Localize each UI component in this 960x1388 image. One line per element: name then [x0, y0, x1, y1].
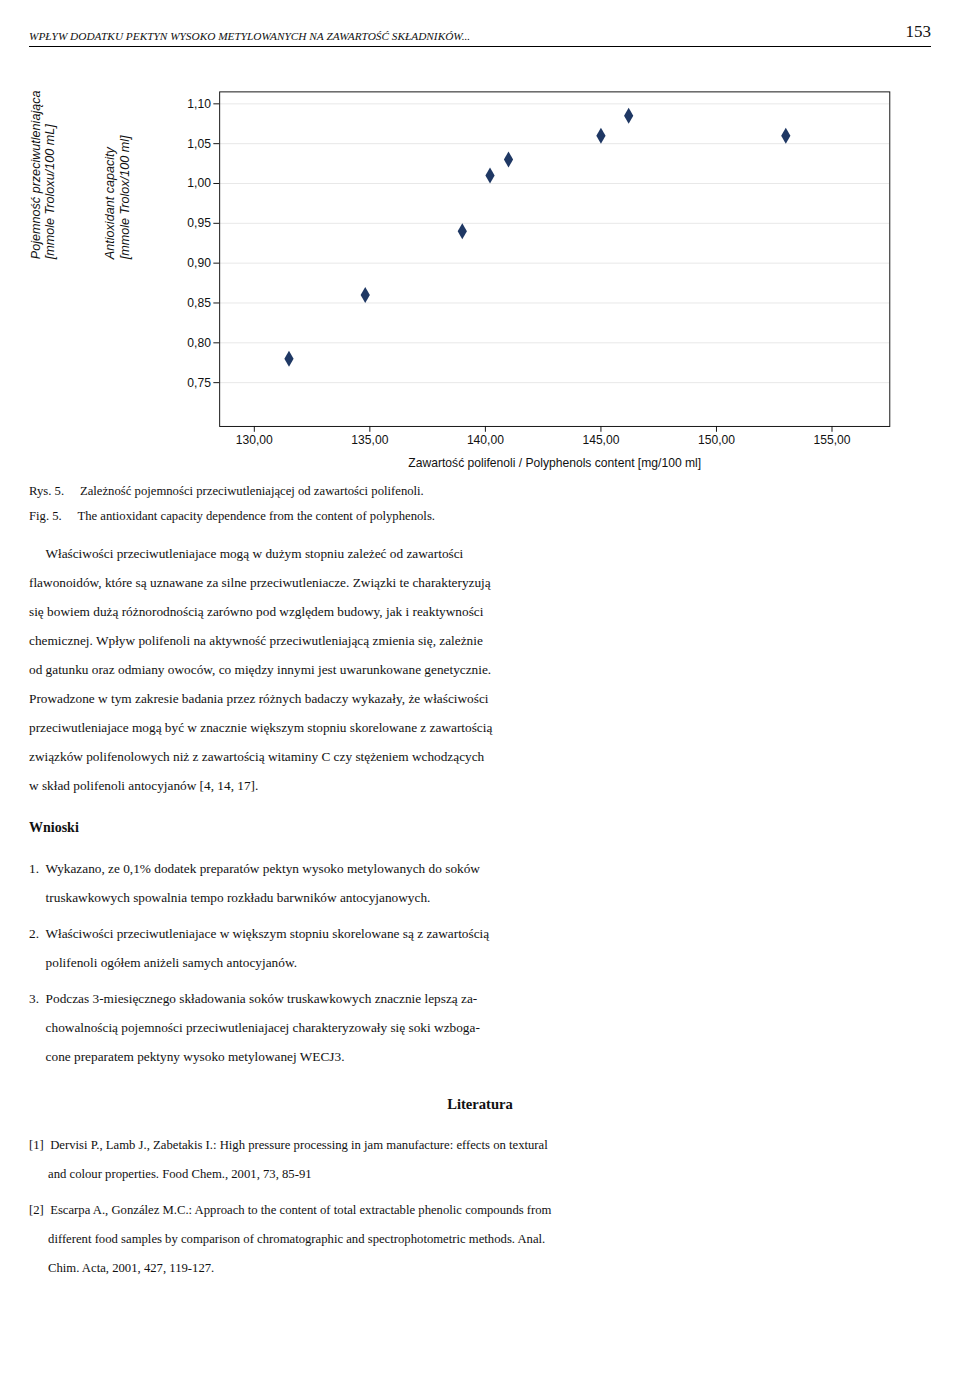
html-text:flawonoidów, które są uznawane: flawonoidów, które są uznawane za silne … — [29, 575, 491, 591]
html-text:Prowadzone w tym zakresie bada: Prowadzone w tym zakresie badania przez … — [29, 691, 489, 707]
svg-text:Zawartość polifenoli / Polyphe: Zawartość polifenoli / Polyphenols conte… — [408, 456, 701, 470]
svg-text:145,00: 145,00 — [582, 433, 619, 447]
html-text:Wnioski: Wnioski — [29, 820, 79, 836]
svg-text:155,00: 155,00 — [813, 433, 850, 447]
svg-text:Pojemność przeciwutleniająca[m: Pojemność przeciwutleniająca[mmole Trolo… — [29, 90, 57, 260]
html-text:Literatura: Literatura — [447, 1096, 513, 1113]
html-text:Rys. 5. Zależność pojemności p: Rys. 5. Zależność pojemności przeciwutle… — [29, 484, 424, 499]
svg-text:1,00: 1,00 — [187, 176, 211, 190]
html-text:od gatunku oraz odmiany owoców: od gatunku oraz odmiany owoców, co międz… — [29, 662, 492, 678]
html-text:się bowiem dużą różnorodnością: się bowiem dużą różnorodnością zarówno p… — [29, 604, 484, 620]
svg-text:130,00: 130,00 — [236, 433, 273, 447]
svg-text:0,85: 0,85 — [187, 296, 211, 310]
html-text:and colour properties. Food Ch: and colour properties. Food Chem., 2001,… — [29, 1167, 312, 1182]
svg-text:0,80: 0,80 — [187, 336, 211, 350]
html-text:chemicznej. Wpływ polifenoli n: chemicznej. Wpływ polifenoli na aktywnoś… — [29, 633, 483, 649]
svg-text:1,10: 1,10 — [187, 97, 211, 111]
svg-text:150,00: 150,00 — [698, 433, 735, 447]
svg-text:0,75: 0,75 — [187, 376, 211, 390]
html-text:[1] Dervisi P., Lamb J., Zabet: [1] Dervisi P., Lamb J., Zabetakis I.: H… — [29, 1138, 548, 1153]
html-text:different food samples by comp: different food samples by comparison of … — [29, 1232, 546, 1247]
html-text:truskawkowych spowalnia tempo: truskawkowych spowalnia tempo rozkładu b… — [29, 890, 431, 906]
html-text:polifenoli ogółem aniżeli samy: polifenoli ogółem aniżeli samych antocyj… — [29, 955, 297, 971]
svg-text:140,00: 140,00 — [467, 433, 504, 447]
svg-text:1,05: 1,05 — [187, 137, 211, 151]
html-text:1. Wykazano, ze 0,1% dodatek p: 1. Wykazano, ze 0,1% dodatek preparatów … — [29, 861, 480, 877]
svg-text:Antioxidant capacity[mmole Tro: Antioxidant capacity[mmole Trolox/100 ml… — [103, 135, 131, 260]
html-text:153: 153 — [905, 22, 931, 41]
html-text:przeciwutleniajace mogą być w: przeciwutleniajace mogą być w znacznie w… — [29, 720, 493, 736]
html-text:w skład polifenoli antocyjanów: w skład polifenoli antocyjanów [4, 14, 1… — [29, 778, 259, 794]
html-text:cone preparatem pektyny wysoko: cone preparatem pektyny wysoko metylowan… — [29, 1049, 345, 1065]
html-text:chowalnością pojemności przeci: chowalnością pojemności przeciwutleniaja… — [29, 1020, 480, 1036]
html-text:związków polifenolowych niż z: związków polifenolowych niż z zawartości… — [29, 749, 485, 765]
html-text:3. Podczas 3-miesięcznego skła: 3. Podczas 3-miesięcznego składowania so… — [29, 991, 478, 1007]
html-text:2. Właściwości przeciwutleniaj: 2. Właściwości przeciwutleniajace w więk… — [29, 926, 490, 942]
html-text:Właściwości przeciwutleniajace: Właściwości przeciwutleniajace mogą w du… — [29, 546, 464, 562]
svg-text:135,00: 135,00 — [351, 433, 388, 447]
html-text:Fig. 5. The antioxidant capaci: Fig. 5. The antioxidant capacity depende… — [29, 509, 435, 524]
html-text:Chim. Acta, 2001, 427, 119-127: Chim. Acta, 2001, 427, 119-127. — [29, 1261, 215, 1276]
html-text:WPŁYW DODATKU PEKTYN WYSOKO ME: WPŁYW DODATKU PEKTYN WYSOKO METYLOWANYCH… — [29, 30, 471, 42]
svg-text:0,90: 0,90 — [187, 256, 211, 270]
svg-text:0,95: 0,95 — [187, 216, 211, 230]
html-text:[2] Escarpa A., González M.C.:: [2] Escarpa A., González M.C.: Approach … — [29, 1203, 552, 1218]
